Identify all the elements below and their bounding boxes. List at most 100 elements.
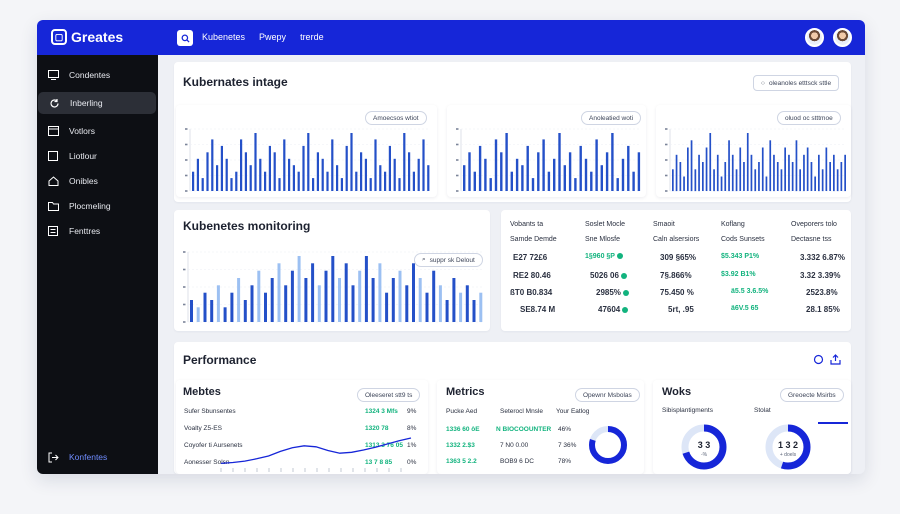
y-tick: [456, 128, 459, 130]
bar: [720, 176, 723, 191]
works-filter[interactable]: Greoecte Msirbs: [780, 388, 844, 402]
y-tick: [183, 286, 186, 288]
sidebar-footer-label: Konfentes: [69, 452, 108, 462]
y-tick: [183, 321, 186, 323]
bar: [459, 292, 463, 322]
top-nav-item[interactable]: Kubenetes: [202, 32, 246, 42]
bar: [408, 152, 411, 191]
bar: [547, 171, 551, 191]
table-cell: ßT0 B0.834: [510, 288, 553, 297]
bar: [412, 171, 415, 191]
bar: [379, 165, 382, 191]
search-icon: ⌕: [422, 256, 426, 263]
metbes-pct: 9%: [407, 408, 417, 415]
bar: [526, 145, 529, 191]
metbes-filter[interactable]: Oleeseret stt9 ts: [357, 388, 421, 402]
bar: [605, 152, 609, 191]
bar: [360, 152, 363, 191]
sidebar-item-votlors[interactable]: Votlors: [37, 120, 158, 142]
sidebar-item-inberling[interactable]: Inberling: [38, 92, 156, 114]
metrics-filter[interactable]: Opewnr Msbolas: [575, 388, 640, 402]
overview-filter[interactable]: ○ oleanoles etttsck sttle: [753, 75, 840, 91]
bar: [600, 165, 603, 191]
metrics-title: Metrics: [446, 386, 485, 398]
bar: [203, 292, 207, 322]
y-tick: [185, 143, 188, 146]
sidebar-item-label: Plocmeling: [69, 201, 111, 211]
sidebar-item-liotlour[interactable]: Liotlour: [37, 145, 158, 167]
table-cell: 2985%: [596, 288, 629, 297]
table-cell-value: 47604: [598, 305, 621, 314]
sidebar-item-plocmeling[interactable]: Plocmeling: [37, 195, 158, 217]
search-button[interactable]: [177, 30, 193, 46]
bar: [844, 154, 846, 192]
bar: [452, 278, 456, 322]
bar: [438, 285, 442, 322]
bar: [432, 270, 436, 322]
sidebar-item-label: Votlors: [69, 126, 95, 136]
y-tick: [665, 143, 668, 146]
table-cell: $5.343 P1%: [721, 253, 760, 260]
metrics-cell: BOB9 6 DC: [500, 458, 534, 465]
bar: [735, 169, 738, 192]
metbes-value: 13 7 8 85: [365, 459, 393, 466]
bar: [836, 169, 839, 192]
bar: [479, 292, 483, 322]
bar: [344, 263, 348, 322]
sidebar-item-onibles[interactable]: Onibles: [37, 170, 158, 192]
chart-card-filter[interactable]: Amoecsos wtiot: [365, 111, 427, 125]
bar: [795, 140, 798, 192]
table-subheader: Cods Sunsets: [721, 236, 765, 243]
monitoring-title: Kubenetes monitoring: [183, 219, 311, 233]
bar: [788, 154, 790, 192]
bar: [825, 147, 828, 191]
table-header: Oveporers tolo: [791, 221, 837, 228]
table-cell: ä5.5 3.6.5%: [731, 288, 769, 295]
chart-card-filter[interactable]: oluod oc stttmoe: [777, 111, 841, 125]
overview-title: Kubernates intage: [183, 75, 288, 89]
sidebar-item-condentes[interactable]: Condentes: [37, 64, 158, 86]
bar: [769, 140, 772, 192]
bar: [791, 162, 794, 191]
bar: [196, 307, 200, 322]
bar: [821, 169, 824, 192]
bar: [237, 278, 241, 322]
bar: [427, 165, 430, 191]
donut-chart: [589, 426, 627, 464]
bar: [743, 162, 745, 191]
bar: [716, 154, 719, 192]
bar: [616, 178, 619, 191]
app-logo[interactable]: ▢ Greates: [51, 29, 123, 45]
y-tick: [183, 251, 186, 253]
bar: [277, 263, 281, 322]
bar: [264, 171, 267, 191]
sidebar-item-label: Liotlour: [69, 151, 97, 161]
top-nav-item[interactable]: Pwepy: [259, 32, 287, 42]
bar: [210, 300, 214, 322]
avatar[interactable]: [833, 28, 852, 47]
bar: [201, 178, 204, 191]
top-nav-item[interactable]: trerde: [300, 32, 324, 42]
chart-card-filter[interactable]: Anoleatied woti: [581, 111, 642, 125]
top-bar: ▢ Greates Kubenetes Pwepy trerde: [37, 20, 865, 55]
bar: [505, 133, 508, 191]
monitoring-filter[interactable]: ⌕ suppr sk Delout: [414, 253, 483, 267]
sidebar-item-fenttres[interactable]: Fenttres: [37, 220, 158, 242]
sidebar-item-label: Fenttres: [69, 226, 101, 236]
line-chart: [220, 437, 412, 472]
bar: [243, 300, 247, 322]
bar: [355, 171, 358, 191]
bar: [206, 152, 209, 191]
share-icon[interactable]: [830, 354, 841, 365]
bar: [378, 263, 382, 322]
metrics-cell: 1336 60 ôE: [446, 426, 480, 433]
metrics-cell: N BIOCOOUNTER: [496, 426, 552, 433]
bar: [595, 139, 598, 191]
refresh-icon[interactable]: [813, 354, 824, 365]
avatar[interactable]: [805, 28, 824, 47]
y-tick: [456, 143, 459, 146]
table-cell: 2523.8%: [806, 288, 838, 297]
sidebar-footer-item[interactable]: Konfentes: [37, 446, 158, 468]
bar: [350, 133, 353, 191]
metbes-value: 1324 3 Mfs: [365, 408, 398, 415]
